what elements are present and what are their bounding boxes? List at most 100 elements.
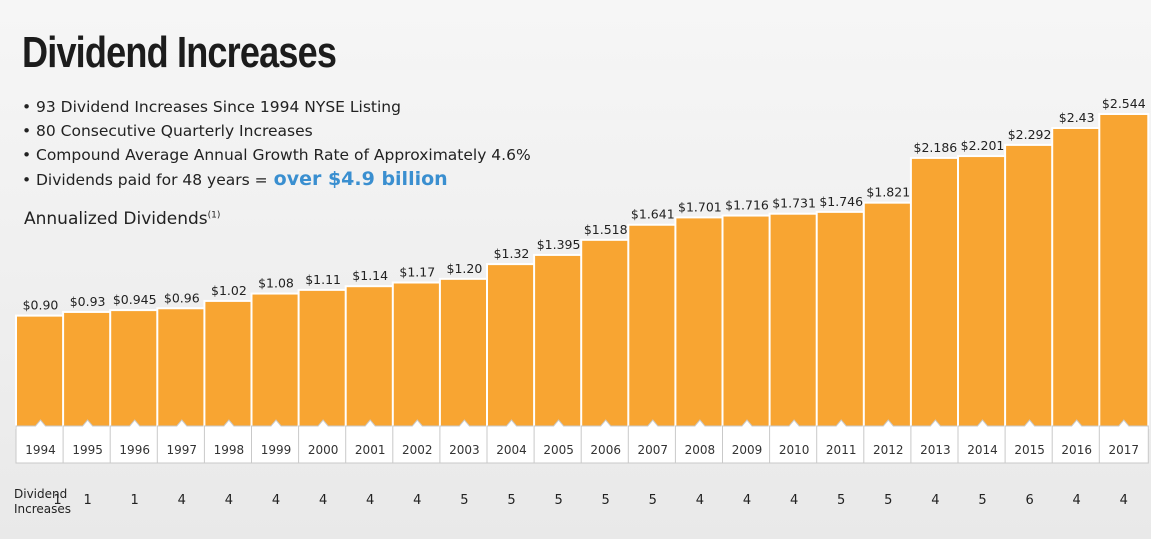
increase-count-1994: 1: [53, 493, 61, 508]
bar-2011: [815, 210, 867, 429]
bar-2000: [297, 288, 349, 429]
year-box-2001: [345, 419, 396, 464]
value-label-1996: $0.945: [113, 292, 157, 307]
bullet-item: • Dividends paid for 48 years = over $4.9 …: [22, 167, 531, 191]
year-label-1997: 1997: [167, 443, 198, 457]
bullet-text: Dividends paid for 48 years =: [36, 171, 268, 189]
bullet-icon: •: [22, 98, 32, 116]
value-label-2014: $2.201: [961, 138, 1005, 153]
increase-count-2003: 5: [460, 493, 468, 508]
year-box-2016: [1051, 419, 1102, 464]
bar-2004: [486, 263, 537, 430]
value-label-1997: $0.96: [164, 290, 200, 305]
value-label-2007: $1.641: [631, 207, 675, 222]
year-label-2015: 2015: [1014, 443, 1045, 457]
increase-count-2000: 4: [319, 493, 327, 508]
increase-count-1997: 4: [178, 493, 186, 508]
page-title: Dividend Increases: [22, 28, 337, 77]
increase-count-2009: 4: [743, 493, 751, 508]
value-label-2012: $1.821: [866, 185, 910, 200]
year-box-2013: [910, 419, 961, 464]
value-label-2015: $2.292: [1008, 127, 1052, 142]
year-box-1998: [203, 419, 254, 464]
bullet-icon: •: [22, 146, 32, 164]
year-label-2000: 2000: [308, 443, 339, 457]
year-box-2011: [816, 419, 867, 464]
year-label-2016: 2016: [1061, 443, 1092, 457]
bar-1999: [250, 292, 302, 430]
bar-2017: [1098, 113, 1150, 429]
increase-count-2002: 4: [413, 493, 421, 508]
bar-1994: [15, 314, 66, 430]
bar-2008: [674, 216, 726, 429]
bar-2012: [862, 201, 914, 429]
value-label-1998: $1.02: [211, 283, 247, 298]
bar-2014: [957, 155, 1008, 429]
bar-1996: [109, 309, 161, 429]
year-box-2005: [533, 419, 584, 464]
year-label-2017: 2017: [1109, 443, 1140, 457]
year-label-2009: 2009: [732, 443, 763, 457]
row-label-line2: Increases: [14, 502, 72, 516]
bar-2015: [1004, 143, 1056, 429]
bullet-item: • 80 Consecutive Quarterly Increases: [22, 119, 531, 143]
value-label-2008: $1.701: [678, 199, 722, 214]
bullet-item: • 93 Dividend Increases Since 1994 NYSE L…: [22, 95, 531, 119]
value-label-1994: $0.90: [23, 298, 59, 313]
bar-1995: [62, 310, 114, 429]
bullet-icon: •: [22, 171, 32, 189]
increase-count-2008: 4: [696, 493, 704, 508]
increase-count-2016: 4: [1073, 493, 1081, 508]
year-box-1994: [15, 419, 66, 464]
bullet-list: • 93 Dividend Increases Since 1994 NYSE L…: [22, 95, 531, 191]
value-label-1995: $0.93: [70, 294, 106, 309]
year-box-2003: [439, 419, 490, 464]
year-box-2009: [722, 419, 772, 464]
increase-count-2011: 5: [837, 493, 845, 508]
year-label-2011: 2011: [826, 443, 857, 457]
increase-count-2006: 5: [602, 493, 610, 508]
year-box-2015: [1004, 419, 1055, 464]
value-label-2017: $2.544: [1102, 96, 1146, 111]
bar-2005: [533, 253, 585, 429]
year-label-2001: 2001: [355, 443, 386, 457]
bar-2002: [391, 281, 443, 429]
year-label-2007: 2007: [638, 443, 669, 457]
year-label-2008: 2008: [685, 443, 716, 457]
value-label-2010: $1.731: [772, 196, 816, 211]
increase-count-2010: 4: [790, 493, 798, 508]
value-label-2004: $1.32: [494, 246, 530, 261]
increase-count-2004: 5: [507, 493, 515, 508]
total-dividends-highlight: over $4.9 billion: [273, 168, 448, 190]
year-label-1998: 1998: [214, 443, 245, 457]
increase-count-2014: 5: [978, 493, 986, 508]
value-label-2005: $1.395: [537, 237, 581, 252]
year-label-2013: 2013: [920, 443, 951, 457]
bar-2006: [580, 238, 632, 429]
increase-count-2005: 5: [554, 493, 562, 508]
value-label-2013: $2.186: [914, 140, 958, 155]
year-label-2012: 2012: [873, 443, 904, 457]
year-label-1999: 1999: [261, 443, 292, 457]
bar-2013: [909, 156, 961, 429]
increase-count-1996: 1: [131, 493, 139, 508]
year-label-2003: 2003: [449, 443, 480, 457]
year-box-2006: [580, 419, 631, 464]
year-box-2008: [674, 419, 725, 464]
year-box-2002: [392, 419, 443, 464]
bar-2007: [627, 223, 679, 429]
increase-count-2017: 4: [1120, 493, 1128, 508]
year-label-2005: 2005: [543, 443, 574, 457]
year-box-1996: [109, 419, 160, 464]
year-label-1994: 1994: [25, 443, 56, 457]
bar-2016: [1051, 126, 1103, 429]
increase-count-1995: 1: [83, 493, 91, 508]
bullet-text: Compound Average Annual Growth Rate of A…: [36, 146, 531, 164]
bullet-text: 93 Dividend Increases Since 1994 NYSE Li…: [36, 98, 401, 116]
year-box-2007: [627, 419, 678, 464]
year-label-2002: 2002: [402, 443, 433, 457]
value-label-2016: $2.43: [1059, 110, 1095, 125]
value-label-2000: $1.11: [305, 272, 341, 287]
year-box-2000: [298, 419, 349, 464]
